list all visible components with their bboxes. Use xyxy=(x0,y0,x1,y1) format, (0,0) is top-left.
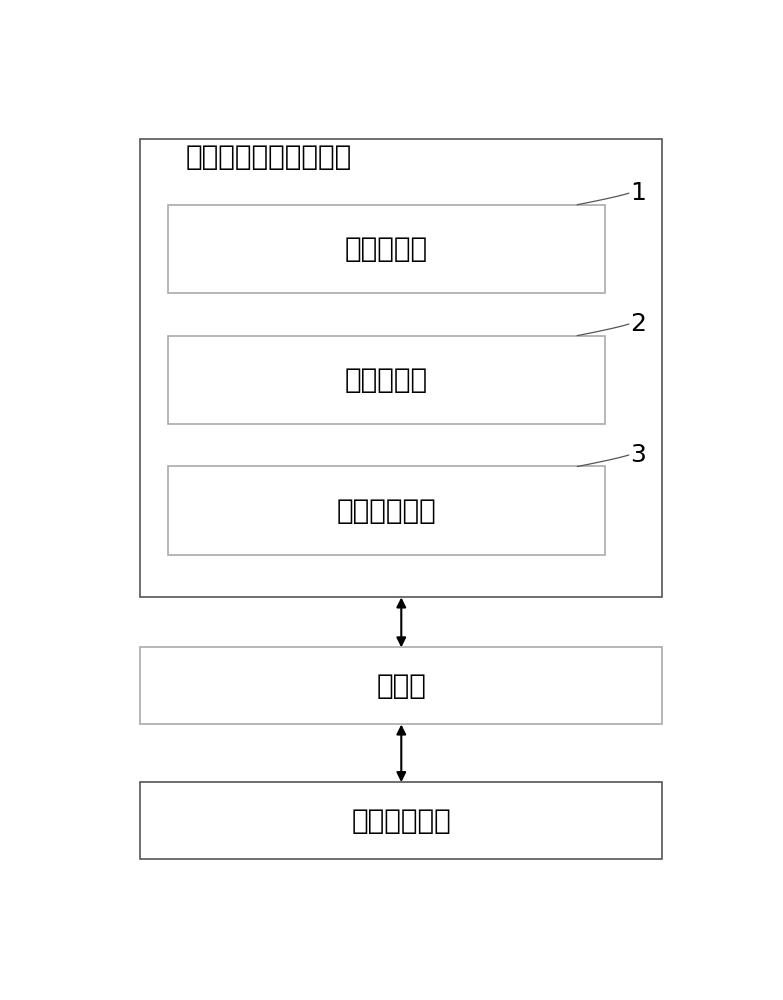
Text: 传感器: 传感器 xyxy=(377,672,426,700)
Bar xyxy=(140,139,662,597)
Text: 故障评估器: 故障评估器 xyxy=(345,366,428,394)
Text: 3: 3 xyxy=(630,443,646,467)
Text: 故障处理单元: 故障处理单元 xyxy=(336,497,436,525)
Bar xyxy=(168,205,604,293)
Bar xyxy=(140,782,662,859)
Text: 1: 1 xyxy=(630,181,646,205)
Bar xyxy=(140,647,662,724)
Bar xyxy=(168,336,604,424)
Text: 2: 2 xyxy=(630,312,646,336)
Text: 目标动力电池: 目标动力电池 xyxy=(352,807,451,835)
Bar xyxy=(168,466,604,555)
Text: 参数估计器: 参数估计器 xyxy=(345,235,428,263)
Text: 动力电池故障诊断设备: 动力电池故障诊断设备 xyxy=(186,143,352,171)
